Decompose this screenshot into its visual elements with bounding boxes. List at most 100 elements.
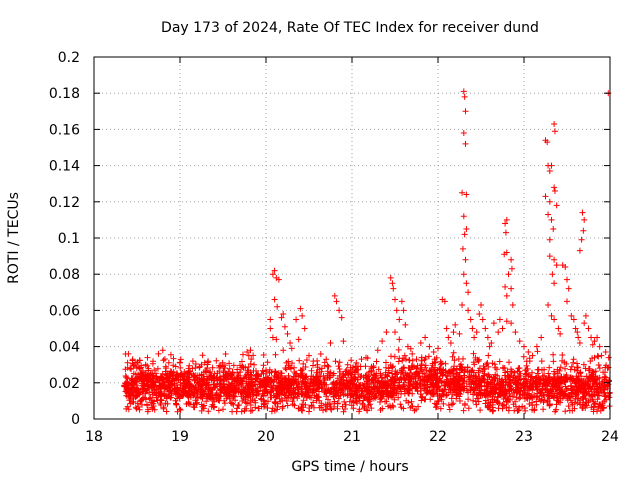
data-point (461, 231, 468, 238)
data-point (441, 298, 448, 305)
data-point (479, 316, 486, 323)
data-point (463, 191, 470, 198)
data-point (142, 361, 149, 368)
data-point (267, 325, 274, 332)
y-tick-label: 0.02 (49, 376, 80, 392)
data-point (273, 336, 280, 343)
chart-title: Day 173 of 2024, Rate Of TEC Index for r… (161, 20, 539, 36)
data-point (417, 339, 424, 346)
data-point (379, 338, 386, 345)
data-point (521, 343, 527, 350)
data-point (495, 329, 502, 336)
data-point (463, 280, 470, 287)
data-point (374, 347, 381, 354)
data-point (572, 325, 579, 332)
x-axis-label: GPS time / hours (291, 459, 408, 475)
data-point (281, 323, 288, 330)
data-point (456, 330, 463, 337)
data-point (557, 330, 564, 337)
x-tick-label: 19 (171, 429, 189, 445)
data-point (476, 311, 483, 318)
data-point (353, 359, 360, 366)
data-point (445, 334, 452, 341)
data-point (460, 213, 467, 220)
noise-point-cloud (121, 345, 613, 415)
y-tick-label: 0.18 (49, 86, 80, 102)
data-point (295, 336, 302, 343)
x-tick-label: 20 (257, 429, 275, 445)
data-point (544, 139, 551, 146)
data-point (591, 338, 598, 345)
data-point (582, 312, 589, 319)
data-point (159, 347, 166, 354)
data-point (461, 93, 468, 100)
data-point (396, 316, 403, 323)
data-point (551, 256, 558, 263)
data-point (499, 325, 506, 332)
data-point (525, 349, 532, 356)
data-point (323, 356, 330, 363)
data-point (473, 329, 480, 336)
data-point (509, 301, 516, 308)
data-point (574, 329, 581, 336)
data-point (278, 314, 285, 321)
data-point (447, 339, 454, 346)
data-point (435, 345, 441, 352)
data-point (467, 316, 474, 323)
baseline-noise-points (121, 345, 613, 415)
y-tick-label: 0 (71, 412, 80, 428)
data-point (387, 274, 394, 281)
data-point (503, 292, 510, 299)
data-point (459, 189, 466, 196)
data-point (564, 298, 570, 305)
data-point (271, 267, 278, 274)
data-point (288, 345, 295, 352)
data-point (413, 356, 420, 363)
data-point (503, 318, 510, 325)
data-point (542, 193, 549, 200)
data-point (443, 325, 450, 332)
data-point (460, 271, 467, 278)
data-point (579, 209, 586, 216)
data-point (490, 320, 497, 327)
data-point (390, 285, 397, 292)
data-point (596, 343, 603, 350)
data-point (545, 211, 552, 218)
data-point (392, 296, 398, 303)
data-point (482, 325, 489, 332)
axes: 18 19 20 21 22 23 24 0 0.02 0.04 0.06 0.08 0.1 0.12 0.… (49, 50, 619, 445)
data-point (463, 225, 470, 232)
data-point (284, 330, 291, 337)
data-point (469, 325, 476, 332)
grid-lines (94, 57, 610, 419)
data-point (297, 305, 304, 312)
data-point (551, 120, 558, 127)
data-point (430, 349, 437, 356)
data-point (551, 316, 558, 323)
data-point (422, 334, 429, 341)
data-point (189, 358, 196, 365)
data-point (465, 307, 472, 314)
y-tick-label: 0.2 (58, 50, 80, 66)
data-point (546, 236, 553, 243)
data-point (460, 88, 467, 95)
data-point (452, 321, 459, 328)
data-point (331, 292, 338, 299)
data-point (581, 216, 588, 223)
data-point (465, 289, 472, 296)
data-point (594, 334, 601, 341)
data-point (551, 128, 558, 135)
data-point (306, 352, 312, 359)
data-point (338, 314, 345, 321)
data-point (503, 249, 510, 256)
data-point (462, 256, 469, 263)
data-point (565, 285, 572, 292)
data-point (274, 303, 281, 310)
y-tick-label: 0.04 (49, 340, 80, 356)
data-point (471, 334, 478, 341)
x-tick-label: 22 (429, 429, 447, 445)
data-point (538, 334, 545, 341)
data-point (450, 329, 457, 336)
y-axis-label: ROTI / TECUs (6, 192, 22, 284)
